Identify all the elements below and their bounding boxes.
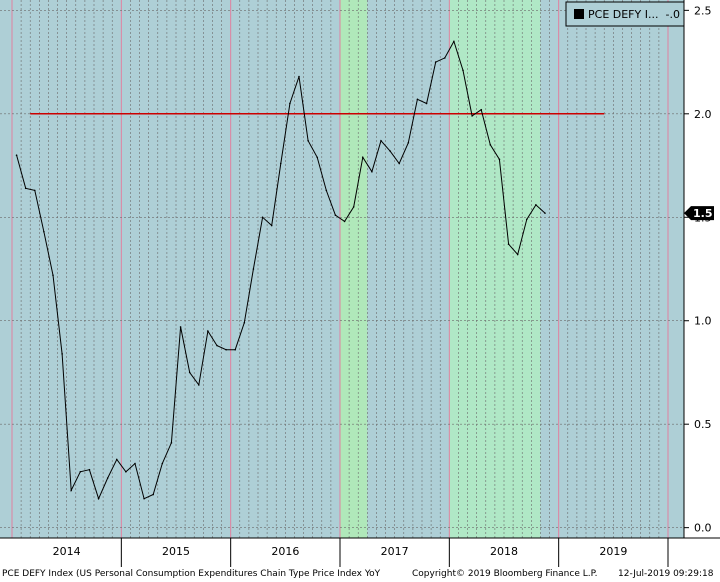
data-point — [52, 274, 54, 277]
x-year-label: 2015 — [162, 545, 190, 558]
data-point — [106, 477, 109, 479]
data-point — [361, 156, 364, 159]
data-point — [480, 108, 483, 111]
data-point — [252, 268, 255, 270]
data-point — [398, 162, 401, 165]
data-point — [43, 230, 45, 233]
x-year-label: 2017 — [381, 545, 409, 558]
data-point — [279, 162, 282, 165]
legend-value: -.0 — [666, 8, 680, 21]
data-point — [443, 57, 446, 59]
data-point — [389, 150, 391, 152]
data-point — [97, 497, 100, 500]
data-point — [416, 98, 419, 101]
legend-swatch — [574, 9, 584, 19]
data-point — [33, 189, 36, 192]
x-year-label: 2016 — [271, 545, 299, 558]
axes-layer: 0.00.51.01.52.02.51.52014201520162017201… — [0, 0, 720, 567]
series-layer — [15, 40, 546, 501]
data-point — [179, 326, 182, 328]
data-point — [207, 330, 209, 332]
data-point — [152, 493, 155, 496]
footer-copyright: Copyright© 2019 Bloomberg Finance L.P. — [412, 569, 598, 579]
data-point — [371, 170, 373, 173]
footer: PCE DEFY Index (US Personal Consumption … — [0, 567, 720, 582]
data-point — [115, 458, 118, 461]
data-point — [434, 61, 437, 63]
data-point — [380, 139, 382, 142]
footer-description: PCE DEFY Index (US Personal Consumption … — [2, 569, 381, 579]
data-point — [70, 489, 73, 492]
data-point — [544, 212, 546, 214]
data-point — [216, 344, 218, 347]
data-point — [289, 102, 291, 105]
data-point — [507, 243, 510, 245]
last-value-marker — [684, 206, 714, 221]
x-axis-band — [0, 538, 720, 567]
data-point — [125, 470, 127, 473]
legend[interactable]: PCE DEFY I... -.0 — [565, 1, 685, 27]
data-point — [88, 468, 91, 471]
y-tick-label: 1.0 — [694, 315, 712, 328]
data-point — [234, 348, 237, 351]
data-point — [535, 204, 537, 206]
x-year-label: 2019 — [599, 545, 627, 558]
data-point — [498, 158, 501, 161]
data-point — [170, 442, 173, 444]
legend-label: PCE DEFY I... — [588, 8, 658, 21]
data-point — [197, 384, 200, 386]
x-year-label: 2014 — [53, 545, 81, 558]
data-point — [316, 156, 319, 159]
data-point — [15, 154, 18, 156]
x-year-label: 2018 — [490, 545, 518, 558]
data-point — [307, 139, 309, 142]
data-point — [516, 253, 519, 256]
data-point — [61, 353, 63, 355]
y-tick-label: 2.0 — [694, 108, 712, 121]
data-point — [188, 371, 191, 374]
data-point — [261, 216, 264, 219]
footer-timestamp: 12-Jul-2019 09:29:18 — [618, 569, 714, 579]
shaded-region-1 — [340, 0, 368, 538]
data-point — [525, 218, 528, 221]
y-axis-band — [684, 0, 720, 538]
data-point — [134, 462, 136, 465]
data-point — [352, 206, 355, 208]
data-point — [425, 102, 428, 105]
data-point — [325, 189, 328, 192]
data-point — [225, 348, 227, 351]
data-point — [334, 214, 337, 216]
data-point — [489, 144, 492, 146]
data-point — [24, 187, 27, 190]
data-point — [270, 224, 273, 227]
y-tick-label: 0.5 — [694, 418, 712, 431]
data-point — [298, 75, 300, 78]
y-tick-label: 2.5 — [694, 4, 712, 17]
data-point — [407, 141, 410, 144]
data-point — [79, 470, 82, 473]
data-point — [462, 69, 464, 72]
y-tick-label: 0.0 — [694, 522, 712, 535]
data-point — [343, 220, 346, 223]
last-value-label: 1.5 — [693, 207, 713, 220]
grid-lines — [0, 0, 684, 538]
data-point — [161, 462, 164, 465]
legend-box — [565, 1, 685, 27]
data-point — [143, 497, 145, 500]
data-point — [471, 115, 473, 117]
data-point — [243, 322, 246, 324]
data-point — [453, 40, 455, 43]
